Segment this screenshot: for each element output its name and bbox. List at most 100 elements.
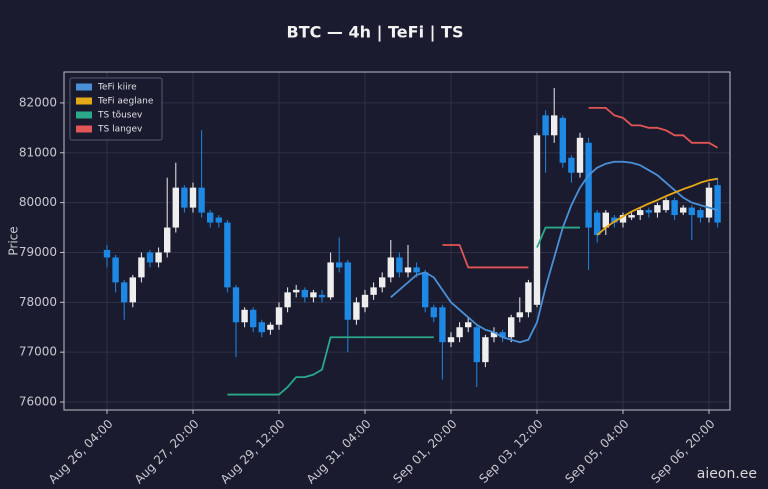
candle-body (430, 307, 437, 318)
candle-body (714, 185, 721, 223)
y-tick-label: 78000 (19, 295, 57, 309)
candle-body (112, 257, 119, 283)
candle-body (232, 287, 240, 323)
candle-body (654, 205, 661, 213)
candle-body (198, 187, 205, 213)
candle-body (284, 292, 291, 308)
candle-body (353, 302, 360, 320)
candle-body (465, 322, 472, 328)
candle-body (473, 327, 480, 363)
candle-body (310, 292, 317, 298)
indicator-line (596, 177, 718, 236)
plot-border (63, 71, 731, 411)
candle-body (456, 327, 463, 338)
candle-body (370, 287, 377, 295)
candle-body (533, 135, 541, 305)
legend-label: TS tõusev (97, 111, 143, 121)
chart-title: BTC — 4h | TeFi | TS (287, 23, 464, 43)
candle-body (404, 267, 412, 273)
candle-body (525, 282, 532, 313)
candle-body (482, 337, 489, 363)
y-tick-label: 79000 (19, 245, 57, 259)
indicator-line (588, 106, 719, 149)
candle-body (697, 210, 704, 218)
candle-body (490, 332, 498, 338)
candle-body (637, 210, 644, 216)
candle-body (181, 187, 188, 208)
legend: TeFi kiire TeFi aeglane TS tõusev TS langev (69, 77, 163, 141)
candle-body (611, 217, 618, 223)
candle-body (327, 262, 334, 298)
candle-body (576, 137, 584, 173)
legend-swatch (76, 111, 92, 119)
plot (103, 87, 721, 396)
y-tick-label: 81000 (19, 145, 57, 159)
candle-body (172, 187, 179, 228)
indicator-line (442, 244, 529, 269)
candle-body (447, 337, 455, 343)
candle-body (439, 307, 446, 343)
candle-body (129, 277, 136, 303)
y-tick-label: 82000 (19, 95, 57, 109)
candle-body (508, 317, 515, 338)
candle-body (138, 257, 145, 278)
candle-body (301, 289, 308, 298)
legend-swatch (76, 83, 92, 91)
indicator-line (390, 160, 718, 344)
candle-body (336, 262, 343, 268)
candle-body (628, 215, 635, 218)
watermark: aieon.ee (697, 466, 757, 482)
candle-body (542, 115, 549, 136)
candle-body (318, 294, 326, 298)
candle-body (602, 212, 609, 228)
candle-body (267, 324, 274, 330)
y-axis-label: Price (7, 226, 21, 255)
candle-body (396, 257, 403, 273)
candle-body (361, 294, 369, 308)
candle-body (121, 282, 128, 303)
candle-body (413, 267, 420, 273)
candle-body (293, 289, 300, 293)
candle-body (207, 212, 214, 223)
y-tick-label: 80000 (19, 195, 57, 209)
candle-body (146, 252, 154, 263)
candle-body (103, 249, 111, 258)
legend-label: TS langev (97, 125, 143, 135)
candle-body (155, 252, 162, 263)
candle-body (662, 200, 670, 211)
candle-body (516, 312, 523, 318)
candle-body (379, 277, 386, 288)
candle-body (344, 262, 351, 320)
legend-swatch (76, 125, 92, 133)
candle-body (671, 200, 678, 216)
candle-body (499, 332, 506, 338)
candle-body (585, 142, 592, 228)
candle-body (241, 309, 248, 323)
indicator-line (536, 226, 580, 248)
candle-body (164, 227, 171, 253)
candle-body (275, 307, 283, 325)
candle-body (215, 217, 222, 223)
indicator-line (227, 336, 434, 396)
legend-box (69, 77, 163, 141)
y-tick-label: 77000 (19, 345, 57, 359)
legend-label: TeFi kiire (97, 83, 137, 93)
candle-body (705, 187, 713, 218)
candle-body (422, 272, 429, 308)
candle-body (645, 210, 652, 213)
candle-body (224, 222, 231, 288)
candle-body (258, 322, 265, 333)
candle-body (594, 212, 601, 236)
legend-swatch (76, 97, 92, 105)
candle-body (559, 117, 566, 163)
candle-body (688, 207, 695, 216)
candle-body (551, 115, 558, 136)
legend-label: TeFi aeglane (97, 97, 154, 107)
candle-body (680, 207, 687, 213)
candle-body (619, 215, 627, 223)
candle-body (387, 257, 394, 278)
y-tick-label: 76000 (19, 395, 57, 409)
candle-body (250, 309, 257, 328)
